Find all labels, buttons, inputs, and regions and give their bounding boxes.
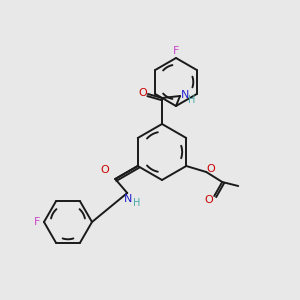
Text: O: O [101,165,110,175]
Text: O: O [207,164,216,174]
Text: H: H [188,95,196,105]
Text: F: F [173,46,179,56]
Text: F: F [34,217,40,227]
Text: O: O [139,88,147,98]
Text: N: N [181,90,189,100]
Text: N: N [124,194,132,204]
Text: H: H [133,198,140,208]
Text: O: O [205,195,214,205]
